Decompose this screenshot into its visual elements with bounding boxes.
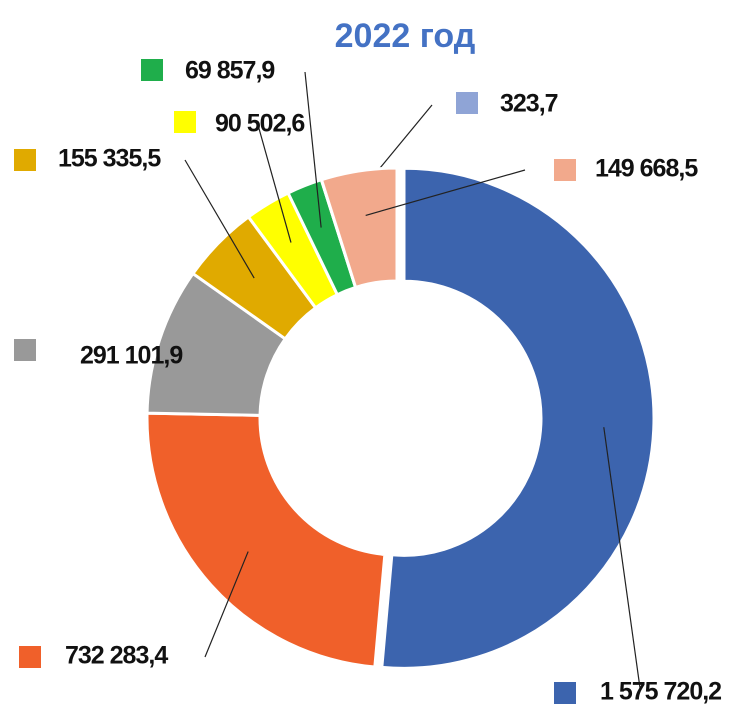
- data-label: 149 668,5: [595, 155, 698, 183]
- label-swatch: [14, 339, 36, 361]
- data-label: 69 857,9: [185, 57, 274, 85]
- data-label: 90 502,6: [215, 110, 304, 138]
- leader-line: [304, 71, 322, 228]
- label-swatch: [141, 59, 163, 81]
- data-label: 323,7: [500, 90, 558, 118]
- leader-line: [257, 124, 292, 243]
- label-swatch: [14, 149, 36, 171]
- label-swatch: [174, 111, 196, 133]
- donut-slice: [380, 166, 656, 670]
- data-label: 1 575 720,2: [600, 678, 721, 706]
- donut-slice: [145, 411, 387, 669]
- donut-slice: [319, 166, 399, 290]
- label-swatch: [554, 159, 576, 181]
- label-swatch: [19, 646, 41, 668]
- data-label: 291 101,9: [80, 342, 182, 370]
- label-swatch: [456, 92, 478, 114]
- leader-line: [365, 169, 526, 216]
- chart-title: 2022 год: [335, 17, 476, 55]
- leader-line: [204, 551, 249, 658]
- data-label: 155 335,5: [58, 145, 161, 173]
- data-label: 732 283,4: [65, 642, 168, 670]
- leader-line: [184, 159, 255, 279]
- leader-line: [603, 427, 641, 689]
- label-swatch: [554, 682, 576, 704]
